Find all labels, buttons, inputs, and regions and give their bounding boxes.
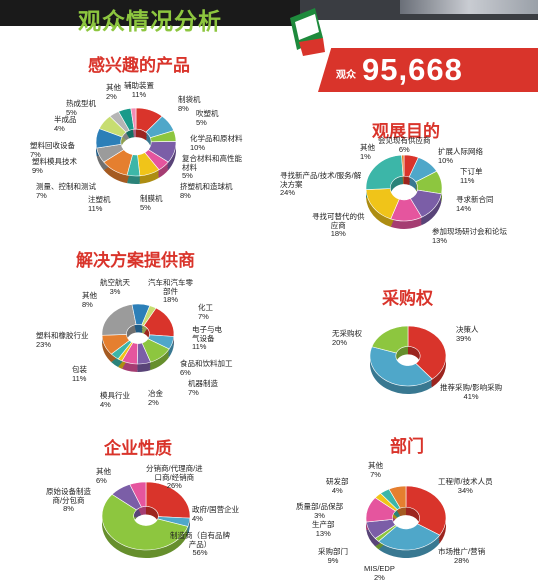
donut-chart-products [95, 107, 177, 184]
label-products-blow: 吹塑机 5% [196, 109, 219, 127]
label-purpose-alt-supplier: 寻找可替代的供 应商 18% [312, 212, 365, 238]
label-solutions-aero: 航空航天 3% [100, 278, 130, 296]
label-dept-production: 生产部 13% [312, 520, 335, 538]
label-products-film: 制膜机 5% [140, 194, 163, 212]
slice-2 [101, 493, 189, 551]
label-products-aux: 辅助装置 11% [124, 81, 154, 99]
slice-8 [101, 304, 137, 336]
label-solutions-chem: 化工 7% [198, 303, 213, 321]
slice-7 [388, 485, 407, 509]
label-solutions-food: 食品和饮料加工 6% [180, 359, 233, 377]
label-products-thermo: 热成型机 5% [66, 99, 96, 117]
label-products-chem: 化学品和原材料 10% [190, 134, 243, 152]
label-products-mold: 塑料模具技术 9% [32, 157, 77, 175]
label-purpose-contract: 寻求新合同 14% [456, 195, 494, 213]
label-company-distributor: 分销商/代理商/进 口商/经销商 26% [146, 464, 203, 490]
visitors-banner [318, 48, 538, 92]
label-purpose-order: 下订单 11% [460, 167, 483, 185]
chart-title-purchasing: 采购权 [382, 289, 433, 308]
label-purpose-other: 其他 1% [360, 143, 375, 161]
header-photo-strip [400, 0, 538, 14]
label-solutions-metal: 冶金 2% [148, 389, 163, 407]
chart-title-solutions: 解决方案提供商 [76, 251, 195, 270]
header-flag-decoration [290, 8, 325, 56]
slice-4 [129, 481, 147, 508]
header-black-bar [0, 0, 300, 26]
slice-6 [365, 154, 404, 190]
slice-10 [141, 305, 157, 327]
label-company-other: 其他 6% [96, 467, 111, 485]
label-dept-rd: 研发部 4% [326, 477, 349, 495]
label-products-semi: 半成品 4% [54, 115, 77, 133]
label-dept-quality: 质量部/品保部 3% [296, 502, 344, 520]
slice-2 [371, 325, 409, 354]
label-dept-mis: MIS/EDP 2% [364, 564, 395, 582]
chart-title-products: 感兴趣的产品 [88, 56, 190, 75]
slice-0 [407, 325, 447, 380]
label-purchasing-recommend: 推荐采购/影响采购 41% [440, 383, 503, 401]
chart-title-purpose: 观展目的 [372, 122, 440, 141]
label-solutions-mold: 模具行业 4% [100, 391, 130, 409]
label-solutions-electronics: 电子与电 气设备 11% [192, 325, 222, 351]
label-purpose-seminar: 参加现场研讨会和论坛 13% [432, 227, 507, 245]
slice-1 [369, 346, 433, 387]
label-products-bag: 制袋机 8% [178, 95, 201, 113]
chart-title-company-type: 企业性质 [104, 439, 172, 458]
donut-chart-department [365, 485, 447, 558]
slice-7 [401, 154, 405, 177]
label-solutions-plastics: 塑料和橡胶行业 23% [36, 331, 89, 349]
donut-chart-solutions [101, 303, 175, 372]
label-dept-other: 其他 7% [368, 461, 383, 479]
label-dept-engineer: 工程师/技术人员 34% [438, 477, 493, 495]
label-solutions-auto: 汽车和汽车零 部件 18% [148, 278, 193, 304]
label-purpose-new-products: 寻找新产品/技术/服务/解 决方案 24% [280, 171, 362, 197]
label-products-extruder: 挤塑机和造球机 8% [180, 182, 233, 200]
label-products-composite: 复合材料和高性能 材料 5% [182, 154, 242, 180]
label-purchasing-decision: 决策人 39% [456, 325, 479, 343]
label-products-injection: 注塑机 11% [88, 195, 111, 213]
donut-chart-company-type [101, 481, 191, 558]
label-company-manufacturer: 制造商（自有品牌 产品） 56% [170, 531, 230, 557]
chart-title-department: 部门 [390, 437, 424, 456]
label-dept-purchasing: 采购部门 9% [318, 547, 348, 565]
label-purchasing-none: 无采购权 20% [332, 329, 362, 347]
label-solutions-machine: 机器制造 7% [188, 379, 218, 397]
slice-1 [378, 523, 441, 551]
label-solutions-other: 其他 8% [82, 291, 97, 309]
slice-13 [130, 107, 137, 130]
slice-0 [145, 481, 191, 519]
label-products-measure: 测量、控制和测试 7% [36, 182, 96, 200]
page-title: 观众情况分析 [78, 8, 222, 34]
label-products-other: 其他 2% [106, 83, 121, 101]
donut-chart-purchasing [369, 325, 447, 394]
label-products-recycle: 塑料回收设备 7% [30, 141, 75, 159]
visitors-value: 95,668 [362, 52, 463, 87]
label-purpose-suppliers: 会见现有供应商 6% [378, 136, 431, 154]
label-solutions-packaging: 包装 11% [72, 365, 87, 383]
label-purpose-network: 扩展人际网络 10% [438, 147, 483, 165]
label-company-government: 政府/国营企业 4% [192, 505, 240, 523]
visitors-label: 观众 [336, 70, 356, 81]
donut-chart-purpose [365, 154, 443, 229]
label-company-oem: 原始设备制造 商/分包商 8% [46, 487, 91, 513]
label-dept-marketing: 市场推广/营销 28% [438, 547, 486, 565]
slice-0 [405, 485, 447, 536]
